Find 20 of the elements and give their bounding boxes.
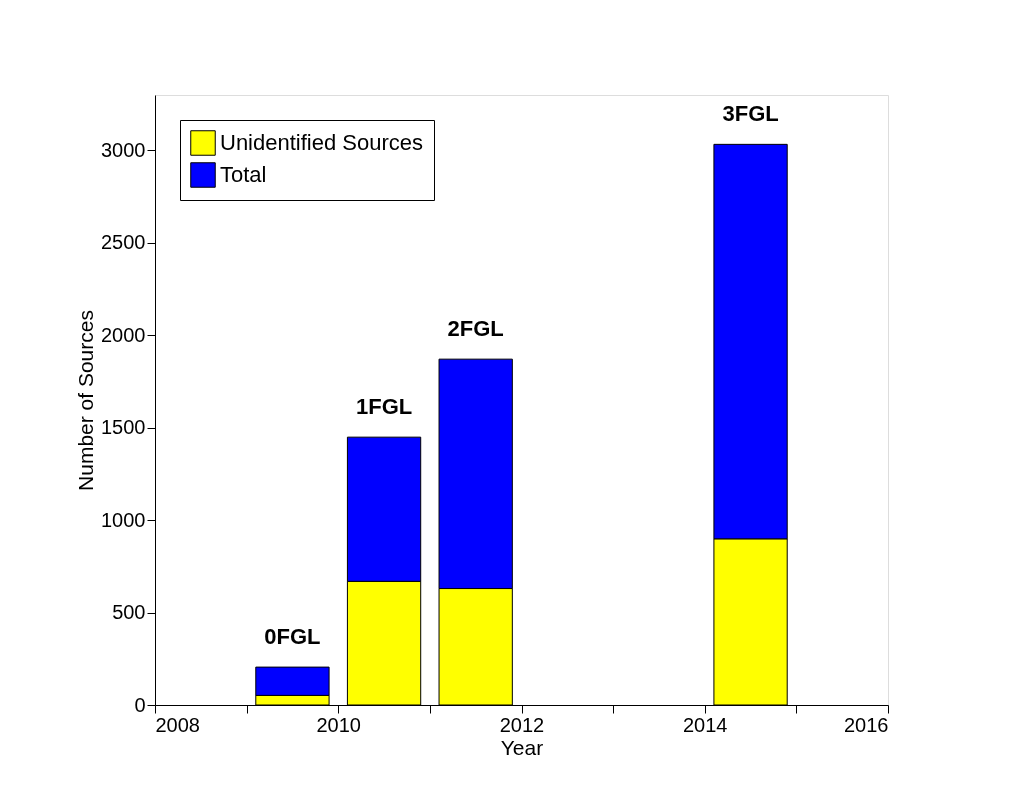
x-tick-label: 2012 bbox=[499, 713, 545, 736]
annotation: 2FGL bbox=[447, 316, 504, 342]
legend-label: Unidentified Sources bbox=[220, 130, 424, 155]
x-tick-label: 2016 bbox=[844, 713, 889, 736]
annotation: 3FGL bbox=[722, 101, 779, 127]
y-tick-label: 1000 bbox=[101, 508, 146, 531]
y-tick-label: 2500 bbox=[101, 231, 146, 254]
y-tick-label: 3000 bbox=[101, 138, 146, 161]
y-tick-label: 500 bbox=[112, 601, 146, 624]
x-tick-label: 2008 bbox=[155, 713, 200, 736]
legend-label: Total bbox=[220, 162, 267, 187]
x-tick-label: 2010 bbox=[316, 713, 361, 736]
y-tick-label: 0 bbox=[134, 693, 146, 716]
x-axis-title: Year bbox=[500, 735, 544, 759]
y-tick-label: 1500 bbox=[101, 416, 146, 439]
y-axis-title: Number of Sources bbox=[74, 310, 98, 491]
y-tick-label: 2000 bbox=[101, 323, 146, 346]
annotation: 1FGL bbox=[355, 394, 413, 420]
annotation: 0FGL bbox=[264, 624, 321, 650]
x-tick-label: 2014 bbox=[683, 713, 728, 736]
